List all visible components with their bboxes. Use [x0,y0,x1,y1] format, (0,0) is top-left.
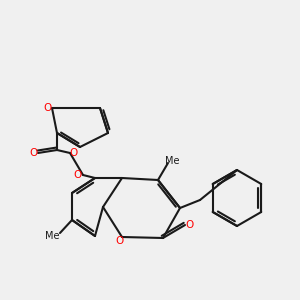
Text: O: O [44,103,52,113]
Text: O: O [30,148,38,158]
Text: O: O [70,148,78,158]
Text: O: O [74,170,82,180]
Text: O: O [116,236,124,246]
Text: O: O [186,220,194,230]
Text: Me: Me [45,231,59,241]
Text: Me: Me [165,156,179,166]
